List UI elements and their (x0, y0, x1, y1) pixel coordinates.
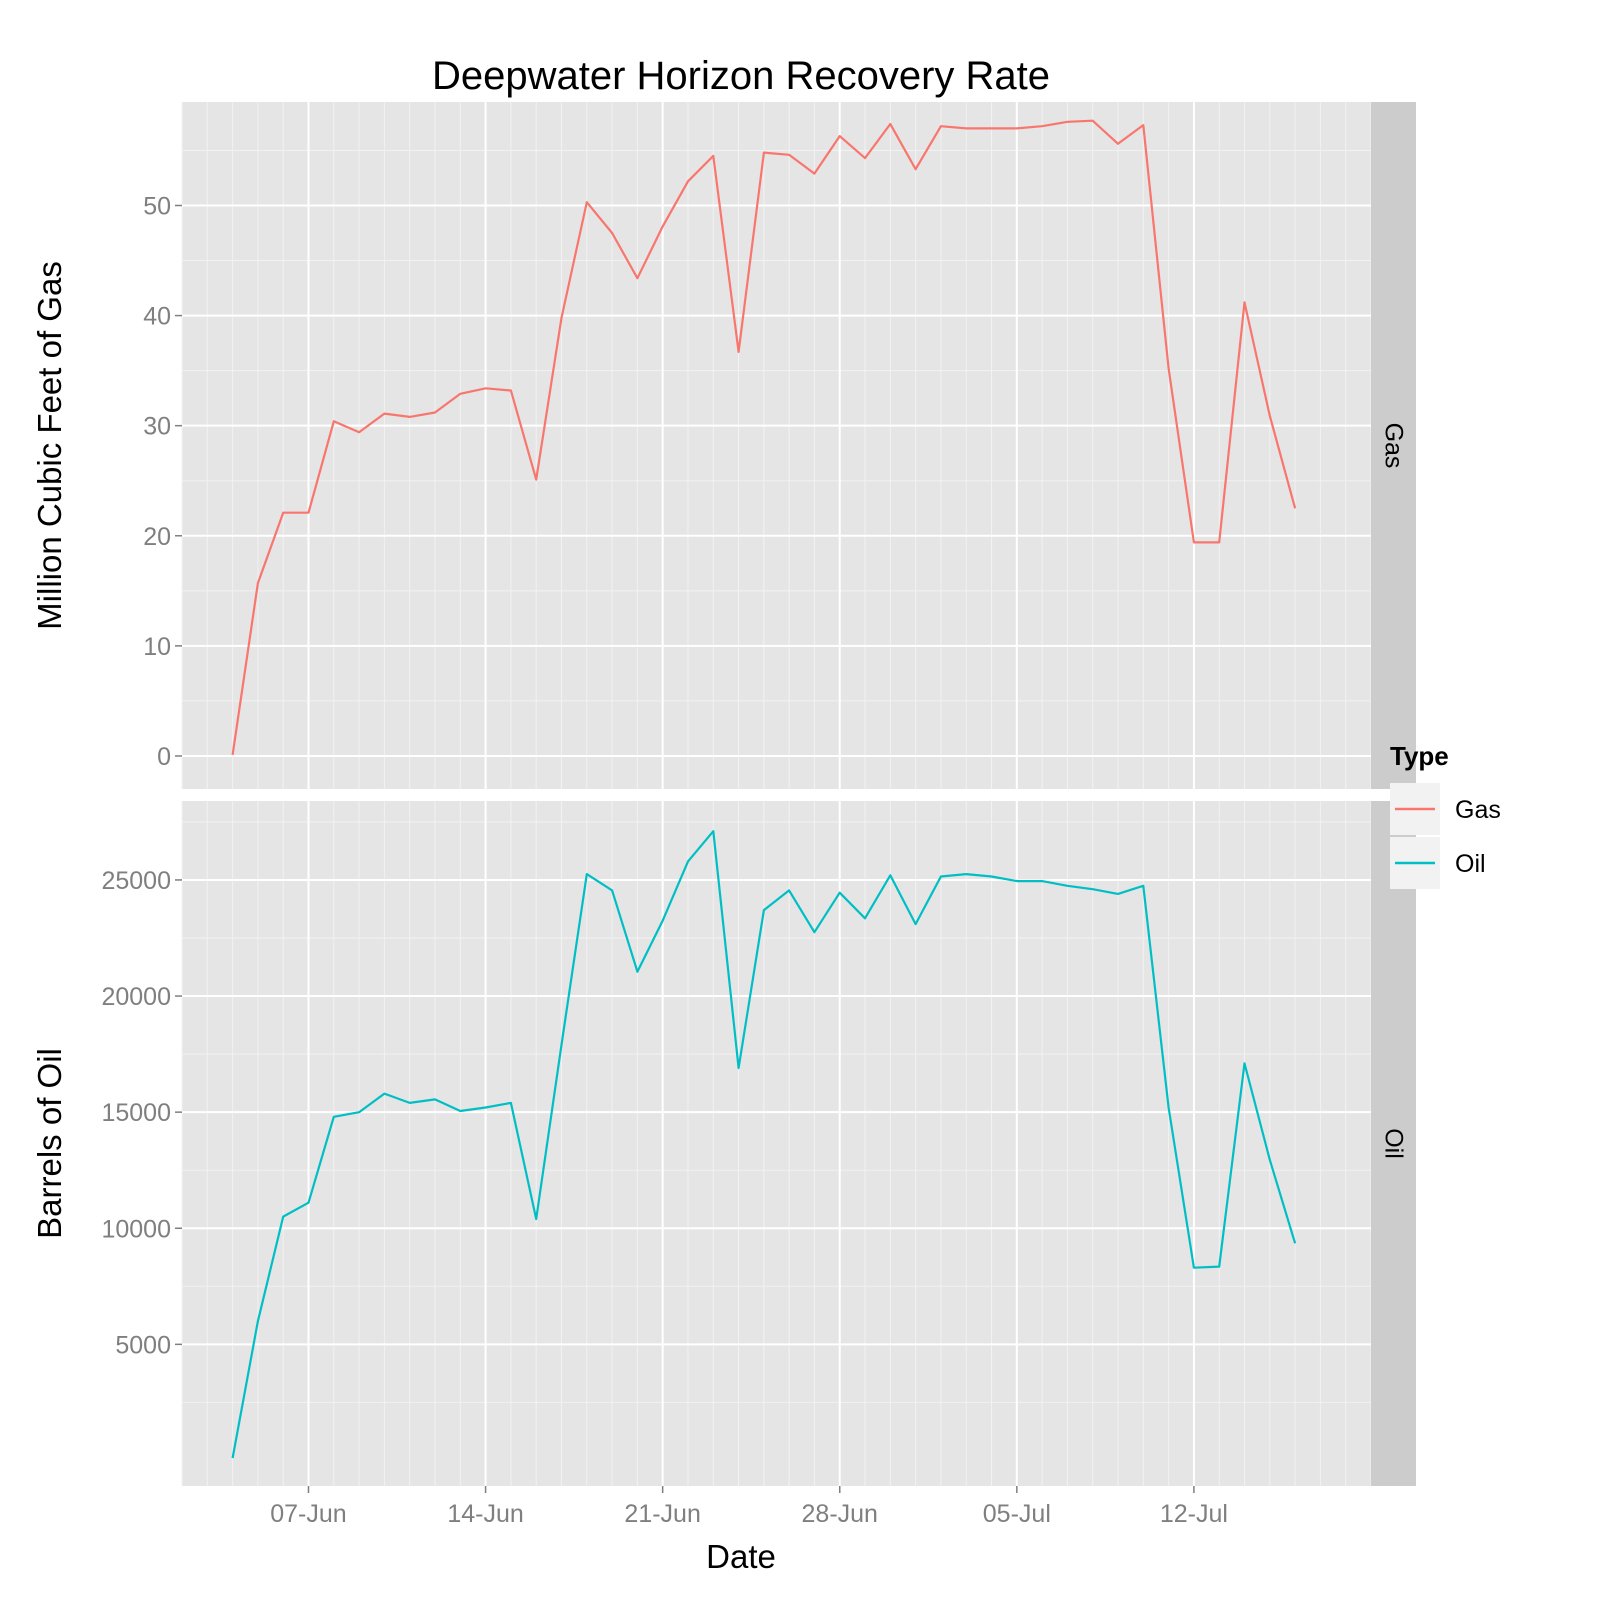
x-tick-label: 28-Jun (802, 1500, 878, 1528)
y-tick-label: 0 (157, 743, 171, 771)
x-tick-label: 05-Jul (983, 1500, 1051, 1528)
legend-title: Type (1390, 741, 1449, 771)
x-tick-label: 14-Jun (447, 1500, 523, 1528)
y-tick-label: 15000 (101, 1099, 171, 1127)
panel-oil: 5000 10000 15000 20000 25000 Oil Barrels of Oi… (31, 801, 1416, 1528)
x-tick-label: 12-Jul (1160, 1500, 1228, 1528)
legend-label-gas: Gas (1455, 796, 1501, 824)
panel-gas: 0 10 20 30 40 50 Gas Million Cubic Feet of Gas (31, 102, 1416, 789)
series-line-gas (231, 119, 1297, 756)
y-tick-label: 40 (143, 303, 171, 331)
x-tick-label: 21-Jun (624, 1500, 700, 1528)
y-axis-title: Million Cubic Feet of Gas (31, 261, 68, 630)
y-tick-label: 10000 (101, 1215, 171, 1243)
y-tick-label: 50 (143, 192, 171, 220)
x-axis-title: Date (706, 1538, 776, 1575)
y-tick-label: 20 (143, 523, 171, 551)
y-tick-label: 10 (143, 633, 171, 661)
facet-strip-label: Oil (1380, 1128, 1408, 1159)
panel-background (182, 801, 1371, 1486)
y-tick-label: 5000 (115, 1331, 171, 1359)
series-line-oil (231, 830, 1297, 1459)
facet-strip-label: Gas (1380, 423, 1408, 469)
panel-background (182, 102, 1371, 789)
y-tick-label: 20000 (101, 983, 171, 1011)
facet-panels: 0 10 20 30 40 50 Gas Million Cubic Feet of Gas 5… (31, 102, 1416, 1528)
facet-strip (1371, 801, 1416, 1486)
y-tick-label: 30 (143, 413, 171, 441)
facet-strip (1371, 102, 1416, 789)
chart-title: Deepwater Horizon Recovery Rate (432, 54, 1050, 98)
y-axis-title: Barrels of Oil (31, 1048, 68, 1239)
x-tick-label: 07-Jun (270, 1500, 346, 1528)
legend-label-oil: Oil (1455, 850, 1486, 878)
y-tick-label: 25000 (101, 867, 171, 895)
